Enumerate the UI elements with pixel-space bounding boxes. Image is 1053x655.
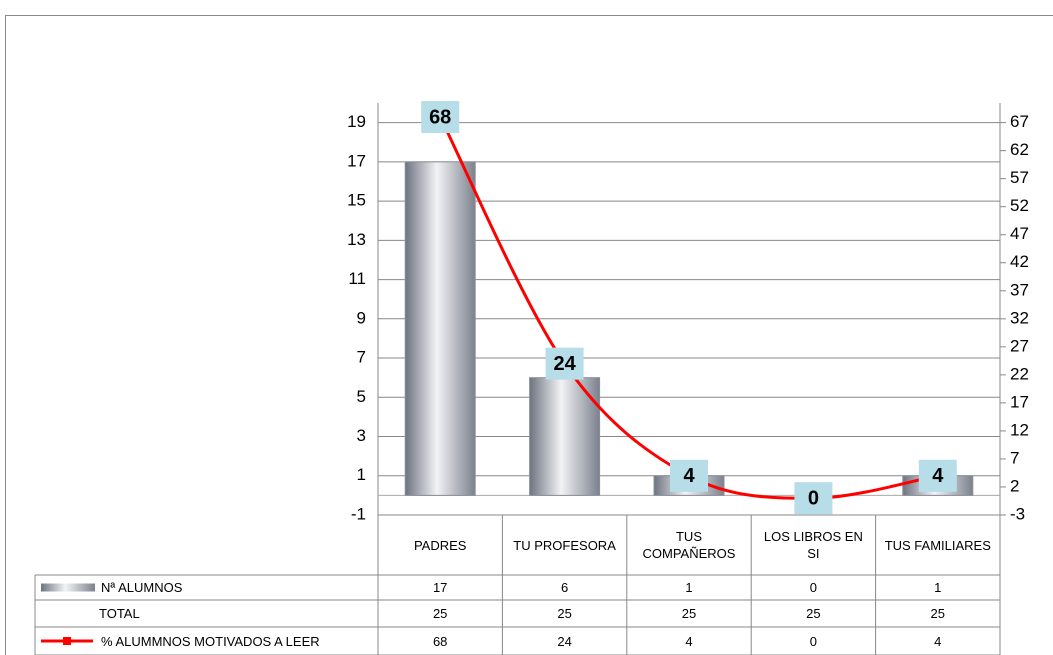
data-label: 0 [808,487,819,509]
y2-tick-label: 62 [1010,140,1029,159]
data-label-box [545,347,584,380]
table-value: 1 [934,580,942,595]
y-tick-label: 19 [347,112,366,131]
y-tick-label: 13 [347,230,366,249]
y2-tick-label: 47 [1010,224,1029,243]
y2-tick-label: 7 [1010,448,1019,467]
legend-key [63,637,71,645]
table-value: 6 [560,580,569,595]
table-value: 25 [681,606,697,621]
legend-key [41,583,95,592]
bar [404,161,476,496]
table-value: 4 [934,633,942,649]
y2-tick-label: 22 [1010,364,1029,383]
category-label: TU PROFESORA [513,537,616,553]
y-tick-label: 9 [357,308,366,327]
data-label-box [918,459,957,492]
data-label-box [421,101,460,134]
y2-tick-label: 32 [1010,308,1029,327]
table-value: 25 [930,606,946,621]
data-label: 24 [553,353,576,375]
data-label: 4 [932,465,944,487]
table-value: 25 [806,606,821,621]
data-label-box [670,459,708,492]
table-value: 0 [809,580,817,595]
table-value: 17 [432,580,448,595]
data-label: 68 [429,106,451,128]
table-value: 0 [809,633,817,649]
y-tick-label: 3 [357,426,366,445]
category-label: LOS LIBROS EN SI [763,529,863,561]
y2-tick-label: 57 [1010,168,1029,187]
y2-tick-label: 27 [1010,336,1029,355]
bar [529,377,601,496]
legend-label: Nª ALUMNOS [101,580,183,595]
table-value: 68 [432,633,448,649]
y2-tick-label: 67 [1010,112,1029,131]
y2-tick-label: 42 [1010,252,1029,271]
legend-label: % ALUMMNOS MOTIVADOS A LEER [101,633,320,649]
y2-tick-label: 12 [1010,420,1029,439]
table-value: 4 [685,633,693,649]
chart-frame [5,15,1053,655]
table-value: 1 [685,580,693,595]
y2-tick-label: 52 [1010,196,1029,215]
legend-label: TOTAL [99,606,140,621]
y-tick-label: -1 [351,504,366,523]
y-tick-label: 15 [347,191,366,210]
y-tick-label: 17 [347,151,366,170]
y-tick-label: 1 [357,465,366,484]
y-tick-label: 7 [357,348,366,367]
category-label: PADRES [413,537,467,553]
table-value: 25 [432,606,448,621]
category-label: TUS COMPAÑEROS [642,529,736,561]
line [438,116,939,500]
y2-tick-label: -3 [1010,504,1025,523]
y2-tick-label: 17 [1010,392,1029,411]
category-label: TUS FAMILIARES [884,537,991,553]
table-value: 25 [557,606,572,621]
data-label-box [794,482,833,515]
data-label: 4 [683,465,695,487]
y-tick-label: 11 [348,269,366,288]
y-tick-label: 5 [357,387,366,406]
y2-tick-label: 2 [1010,476,1019,495]
table-value: 24 [557,633,572,649]
y2-tick-label: 37 [1010,280,1029,299]
